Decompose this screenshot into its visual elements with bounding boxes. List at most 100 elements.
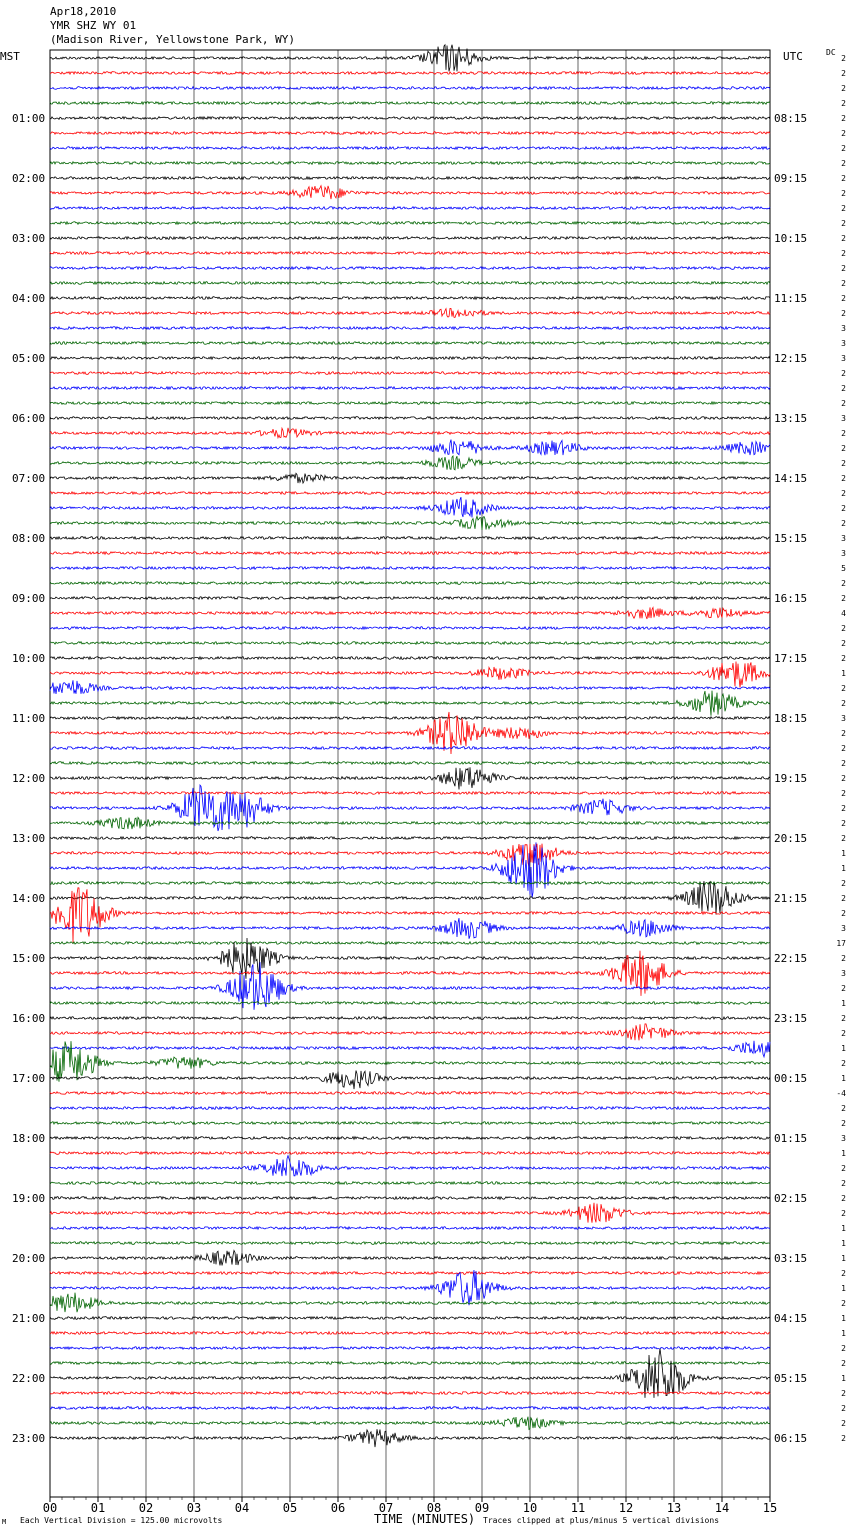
x-tick-label: 11 xyxy=(571,1501,585,1515)
left-hour-labels: 01:00 02:00 03:00 04:00 05:00 06:00 07:00 08:00… xyxy=(12,112,45,1445)
dc-value: 2 xyxy=(841,1179,846,1188)
seismic-trace xyxy=(49,85,771,91)
right-hour-label: 20:15 xyxy=(774,832,807,845)
dc-value: 2 xyxy=(841,384,846,393)
dc-value: 3 xyxy=(841,339,846,348)
seismic-trace xyxy=(49,606,771,620)
seismic-trace xyxy=(49,940,771,946)
right-hour-label: 17:15 xyxy=(774,652,807,665)
dc-value: 2 xyxy=(841,1194,846,1203)
right-hour-label: 16:15 xyxy=(774,592,807,605)
seismic-trace xyxy=(50,816,771,830)
left-hour-label: 12:00 xyxy=(12,772,45,785)
dc-value: 2 xyxy=(841,879,846,888)
x-tick-label: 09 xyxy=(475,1501,489,1515)
seismic-trace xyxy=(49,454,771,471)
right-hour-label: 21:15 xyxy=(774,892,807,905)
x-axis-ticks: 00 01 02 03 04 05 06 07 08 09 10 11 12 13 14 15 xyxy=(43,1497,777,1515)
seismic-trace xyxy=(49,175,771,181)
seismic-trace xyxy=(49,472,771,485)
right-hour-label: 19:15 xyxy=(774,772,807,785)
dc-value: 2 xyxy=(841,279,846,288)
seismic-trace xyxy=(49,1249,771,1266)
left-hour-label: 01:00 xyxy=(12,112,45,125)
seismic-trace xyxy=(49,1150,771,1156)
trace-group xyxy=(49,43,771,1448)
x-tick-label: 02 xyxy=(139,1501,153,1515)
x-tick-label: 03 xyxy=(187,1501,201,1515)
seismic-trace xyxy=(49,767,771,790)
seismic-trace xyxy=(49,514,771,531)
dc-value: 3 xyxy=(841,1134,846,1143)
dc-value: 3 xyxy=(841,534,846,543)
seismic-trace xyxy=(49,690,771,716)
seismic-trace xyxy=(49,595,771,601)
x-tick-label: 10 xyxy=(523,1501,537,1515)
dc-value: 2 xyxy=(841,429,846,438)
dc-value: 2 xyxy=(841,54,846,63)
dc-value: 2 xyxy=(841,189,846,198)
clipping-note: Traces clipped at plus/minus 5 vertical … xyxy=(483,1516,720,1525)
seismic-trace xyxy=(49,307,771,318)
dc-label: DC xyxy=(826,48,836,57)
x-tick-label: 14 xyxy=(715,1501,729,1515)
dc-value: 2 xyxy=(841,1119,846,1128)
x-tick-label: 04 xyxy=(235,1501,249,1515)
right-hour-label: 03:15 xyxy=(774,1252,807,1265)
seismic-trace xyxy=(49,160,771,166)
seismic-trace xyxy=(49,497,771,518)
seismic-trace xyxy=(49,655,771,661)
seismic-trace xyxy=(49,1180,771,1186)
dc-value: 2 xyxy=(841,594,846,603)
seismic-trace xyxy=(49,535,770,541)
seismic-trace xyxy=(49,565,771,571)
seismic-trace xyxy=(49,950,771,996)
seismic-trace xyxy=(49,280,771,286)
dc-value: 5 xyxy=(841,564,846,573)
dc-value: 2 xyxy=(841,1014,846,1023)
dc-value: 2 xyxy=(841,1104,846,1113)
seismic-trace xyxy=(49,1090,771,1096)
right-hour-label: 23:15 xyxy=(774,1012,807,1025)
dc-value: 2 xyxy=(841,444,846,453)
dc-value: 2 xyxy=(841,954,846,963)
left-hour-label: 23:00 xyxy=(12,1432,45,1445)
right-hour-label: 04:15 xyxy=(774,1312,807,1325)
right-hour-label: 01:15 xyxy=(774,1132,807,1145)
dc-value: 2 xyxy=(841,1389,846,1398)
left-hour-label: 05:00 xyxy=(12,352,45,365)
dc-value: 2 xyxy=(841,804,846,813)
seismic-trace xyxy=(49,715,771,721)
right-hour-labels: 08:15 09:15 10:15 11:15 12:15 13:15 14:15 15:15… xyxy=(774,112,807,1445)
dc-value: 1 xyxy=(841,669,846,678)
dc-value: 1 xyxy=(841,864,846,873)
left-hour-label: 17:00 xyxy=(12,1072,45,1085)
seismic-trace xyxy=(49,1345,771,1351)
x-tick-label: 00 xyxy=(43,1501,57,1515)
left-hour-label: 13:00 xyxy=(12,832,45,845)
left-hour-label: 16:00 xyxy=(12,1012,45,1025)
seismic-trace xyxy=(49,680,771,695)
dc-value: 1 xyxy=(841,1074,846,1083)
dc-value: 1 xyxy=(841,1224,846,1233)
seismic-trace xyxy=(49,1000,770,1006)
dc-value: 2 xyxy=(841,1419,846,1428)
right-zone-label: UTC xyxy=(783,50,803,63)
dc-value: 2 xyxy=(841,474,846,483)
dc-value: 1 xyxy=(841,1329,846,1338)
seismic-trace xyxy=(49,580,771,586)
seismic-trace xyxy=(49,295,771,301)
dc-value: 1 xyxy=(841,1044,846,1053)
dc-value: 2 xyxy=(841,1209,846,1218)
right-hour-label: 22:15 xyxy=(774,952,807,965)
right-hour-label: 00:15 xyxy=(774,1072,807,1085)
seismic-trace xyxy=(49,115,771,121)
dc-value: 2 xyxy=(841,909,846,918)
seismic-trace xyxy=(49,130,771,136)
x-tick-label: 13 xyxy=(667,1501,681,1515)
left-hour-label: 21:00 xyxy=(12,1312,45,1325)
station-code: YMR SHZ WY 01 xyxy=(50,19,137,32)
seismic-trace xyxy=(49,220,771,226)
left-hour-label: 19:00 xyxy=(12,1192,45,1205)
seismic-trace xyxy=(49,711,771,755)
